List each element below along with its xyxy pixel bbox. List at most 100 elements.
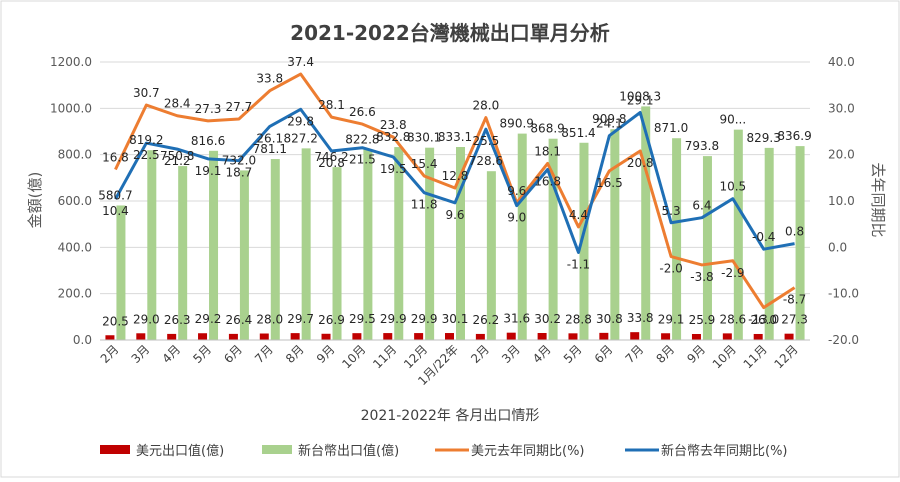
legend: 美元出口值(億) 新台幣出口值(億) 美元去年同期比(%) 新台幣去年同期比(%) [100, 443, 788, 459]
twd-yoy-label: 21.5 [349, 153, 376, 167]
y-tick-label: 1200.0 [50, 55, 92, 69]
twd-export-label: 827.2 [283, 131, 317, 145]
usd-export-bar [228, 333, 238, 340]
legend-twd-export-swatch [262, 445, 292, 454]
twd-yoy-label: 26.1 [256, 131, 283, 145]
twd-export-bar [733, 129, 743, 340]
usd-export-bar [321, 333, 331, 340]
twd-export-bar [579, 142, 589, 340]
twd-export-label: 832.8 [376, 130, 410, 144]
twd-export-label: 868.9 [530, 122, 564, 136]
y-tick-label: 0.0 [73, 333, 92, 347]
twd-export-bar [672, 138, 682, 340]
y2-tick-label: 10.0 [828, 194, 855, 208]
y-tick-label: 1000.0 [50, 101, 92, 115]
usd-export-label: 29.7 [287, 312, 314, 326]
twd-export-label: 836.9 [777, 129, 811, 143]
usd-yoy-label: -2.9 [721, 266, 744, 280]
usd-export-label: 26.2 [473, 313, 500, 327]
usd-export-label: 28.6 [719, 312, 746, 326]
twd-yoy-label: 10.4 [102, 204, 129, 218]
twd-yoy-label: 25.5 [473, 134, 500, 148]
twd-export-bar [548, 138, 558, 340]
twd-export-label: 819.2 [129, 133, 163, 147]
usd-yoy-label: 26.6 [349, 105, 376, 119]
usd-yoy-label: 33.8 [256, 72, 283, 86]
y-tick-label: 800.0 [58, 148, 92, 162]
usd-export-label: 29.1 [658, 312, 685, 326]
twd-yoy-label: -0.4 [752, 230, 775, 244]
x-axis-title: 2021-2022年 各月出口情形 [361, 408, 540, 424]
usd-export-bar [568, 333, 578, 340]
twd-export-label: 732.0 [222, 153, 256, 167]
usd-yoy-label: 9.6 [507, 184, 526, 198]
twd-yoy-label: 19.5 [380, 162, 407, 176]
twd-yoy-label: 18.7 [226, 166, 253, 180]
twd-export-bar [517, 133, 527, 340]
usd-export-label: 29.0 [133, 312, 160, 326]
usd-export-bar [475, 333, 485, 340]
usd-yoy-label: 15.4 [411, 157, 438, 171]
twd-yoy-label: 29.1 [627, 94, 654, 108]
twd-export-label: 829.3 [747, 131, 781, 145]
usd-export-bar [506, 332, 516, 340]
usd-yoy-label: 27.3 [195, 102, 222, 116]
twd-export-bar [178, 166, 188, 340]
usd-yoy-label: 16.5 [596, 176, 623, 190]
usd-export-label: 29.5 [349, 312, 376, 326]
y2-tick-label: -20.0 [828, 333, 859, 347]
y-tick-label: 600.0 [58, 194, 92, 208]
twd-export-bar [116, 205, 126, 340]
twd-yoy-label: -1.1 [567, 257, 590, 271]
twd-yoy-label: 6.4 [692, 199, 711, 213]
usd-yoy-label: -3.8 [690, 270, 713, 284]
usd-export-bar [630, 332, 640, 340]
twd-yoy-label: 19.1 [195, 164, 222, 178]
twd-yoy-label: 20.8 [318, 156, 345, 170]
bars-layer [105, 106, 805, 341]
usd-export-bar [691, 333, 701, 340]
twd-export-label: 890.9 [500, 117, 534, 131]
usd-export-bar [599, 332, 609, 340]
usd-export-label: 28.0 [256, 313, 283, 327]
usd-yoy-label: 27.7 [226, 100, 253, 114]
usd-export-bar [722, 333, 732, 340]
twd-yoy-line [114, 107, 795, 254]
usd-export-bar [352, 333, 362, 340]
twd-export-label: 830.1 [407, 131, 441, 145]
twd-export-bar [425, 147, 435, 340]
usd-yoy-label: 20.8 [627, 156, 654, 170]
usd-export-bar [259, 333, 269, 340]
y-axis-title: 金額(億) [26, 172, 44, 229]
twd-yoy-label: 22.5 [133, 148, 160, 162]
lines-layer [114, 72, 796, 310]
twd-export-label: 793.8 [685, 139, 719, 153]
legend-usd-export-label: 美元出口值(億) [136, 443, 224, 459]
twd-export-label: 781.1 [253, 142, 287, 156]
usd-export-bar [105, 335, 115, 340]
twd-yoy-label: 21.2 [164, 154, 191, 168]
twd-export-label: 580.7 [98, 188, 132, 202]
twd-export-label: 90... [719, 113, 746, 127]
usd-yoy-label: 28.0 [473, 99, 500, 113]
twd-yoy-label: 9.0 [507, 211, 526, 225]
twd-export-bar [270, 159, 280, 340]
twd-export-bar [147, 150, 157, 340]
twd-yoy-label: 11.8 [411, 198, 438, 212]
usd-export-label: 30.8 [596, 312, 623, 326]
y2-tick-label: 20.0 [828, 148, 855, 162]
usd-export-label: 25.9 [689, 313, 716, 327]
usd-export-bar [198, 333, 208, 340]
usd-export-bar [753, 333, 763, 340]
usd-export-bar [383, 333, 393, 340]
usd-export-label: 29.9 [380, 312, 407, 326]
usd-export-label: 30.2 [534, 312, 561, 326]
twd-export-label: 816.6 [191, 134, 225, 148]
twd-yoy-label: 0.8 [785, 225, 804, 239]
usd-export-label: 26.9 [318, 313, 345, 327]
usd-export-label: 26.4 [226, 313, 253, 327]
twd-export-bar [610, 129, 620, 340]
usd-yoy-label: 28.4 [164, 97, 191, 111]
usd-yoy-line [114, 72, 796, 310]
